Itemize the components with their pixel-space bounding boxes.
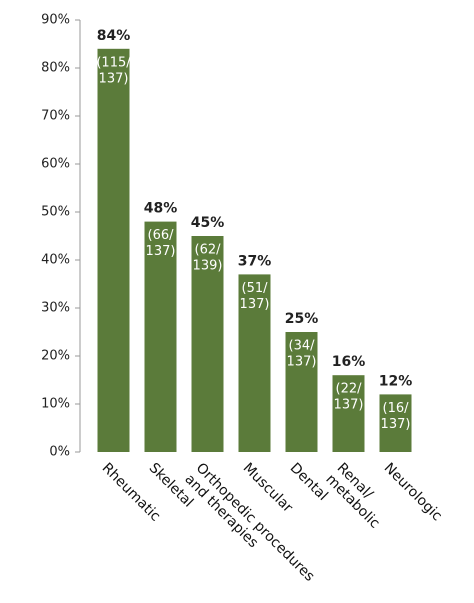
bar-inner-label: 139) [193,259,223,274]
bar [97,48,130,453]
bar [238,274,271,452]
value-label: 84% [97,28,131,44]
bar [379,394,412,452]
y-tick-label: 20% [41,349,70,364]
y-tick-label: 40% [41,253,70,268]
bar [191,236,224,452]
y-tick-label: 90% [41,13,70,28]
bar-inner-label: (16/ [383,401,410,416]
value-label: 45% [191,215,225,231]
value-label: 12% [379,373,413,389]
y-tick-label: 70% [41,109,70,124]
bar [332,375,365,452]
y-tick-label: 10% [41,397,70,412]
y-tick-label: 0% [49,445,70,460]
bar-inner-label: (34/ [289,339,316,354]
bar-inner-label: 137) [334,398,364,413]
value-label: 16% [332,354,366,370]
bar-inner-label: (62/ [195,243,222,258]
value-label: 25% [285,311,319,327]
bar [285,332,318,452]
bar-inner-label: 137) [146,244,176,259]
y-tick-label: 50% [41,205,70,220]
y-tick-label: 80% [41,61,70,76]
bar [144,221,177,452]
chart-svg: 0% 10% 20% 30% 40% 50% 60% 70% 80% 90% 84% (115/137… [41,13,413,460]
bar-inner-label: 137) [99,71,129,86]
bar-inner-label: (51/ [242,281,269,296]
bar-inner-label: (22/ [336,382,363,397]
chart: 0% 10% 20% 30% 40% 50% 60% 70% 80% 90% 84% (115/137… [41,13,444,585]
bar-inner-label: 137) [381,417,411,432]
bar-inner-label: 137) [240,297,270,312]
y-tick-label: 60% [41,157,70,172]
y-tick-label: 30% [41,301,70,316]
bar-inner-label: (115/ [96,55,131,70]
value-label: 37% [238,253,272,269]
bar-inner-label: (66/ [148,228,175,243]
bar-inner-label: 137) [287,355,317,370]
value-label: 48% [144,201,178,217]
